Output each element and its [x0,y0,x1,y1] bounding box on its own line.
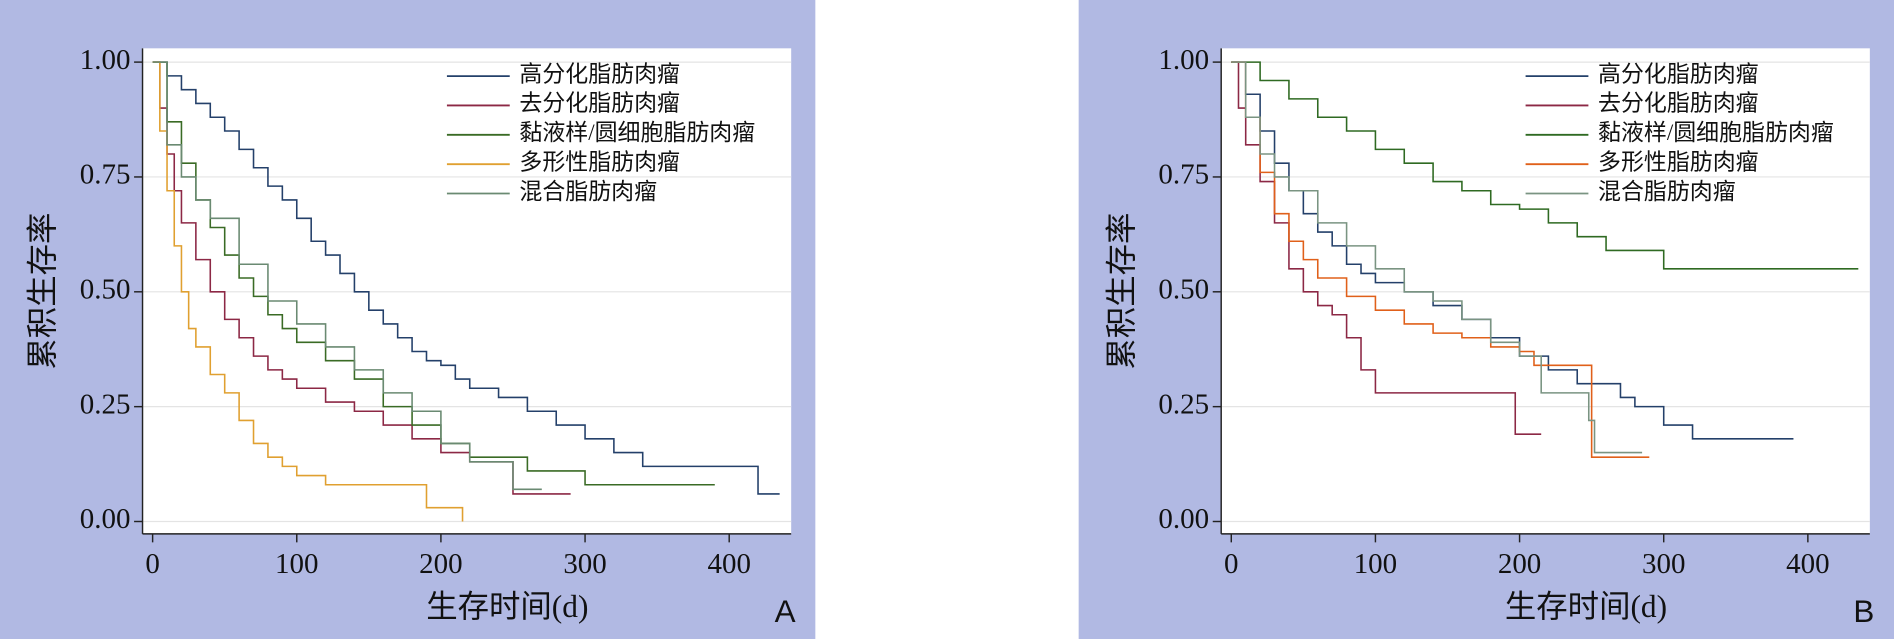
x-tick-label: 400 [707,548,750,580]
survival-curve [152,61,542,491]
y-axis-label: 累积生存率 [1104,213,1139,370]
legend-label: 去分化脂肪肉瘤 [519,91,680,116]
plot-area [1221,48,1870,534]
x-tick-label: 0 [145,548,159,580]
legend-label: 黏液样/圆细胞脂肪肉瘤 [519,120,755,145]
panel-label: A [775,594,796,629]
survival-curve [1231,61,1643,454]
legend-label: 高分化脂肪肉瘤 [1598,61,1759,86]
y-tick-label: 0.00 [80,503,131,535]
y-tick-label: 0.25 [1158,388,1209,420]
legend-label: 多形性脂肪肉瘤 [1598,149,1759,174]
x-axis-label: 生存时间(d) [426,589,588,624]
legend-label: 高分化脂肪肉瘤 [519,61,680,86]
x-tick-label: 0 [1224,548,1238,580]
x-tick-label: 100 [275,548,318,580]
panel: 0.00 0.25 0.50 0.75 1.00 0 100 200 300 400 生存时间(d)… [0,0,816,639]
y-tick-label: 0.50 [80,273,131,305]
survival-curve [152,61,571,495]
y-tick-label: 0.25 [80,388,131,420]
x-tick-label: 200 [419,548,462,580]
x-tick-label: 100 [1354,548,1397,580]
y-tick-label: 0.00 [1158,503,1209,535]
y-tick-label: 0.75 [1158,159,1209,191]
legend-label: 多形性脂肪肉瘤 [519,149,680,174]
survival-curve [1231,61,1859,270]
x-tick-label: 300 [1642,548,1685,580]
y-tick-label: 0.75 [80,159,131,191]
x-tick-label: 200 [1498,548,1541,580]
legend-label: 混合脂肪肉瘤 [519,179,657,204]
survival-curve [1231,61,1542,436]
x-axis-label: 生存时间(d) [1505,589,1667,624]
panel-label: B [1853,594,1874,629]
y-tick-label: 1.00 [1158,44,1209,76]
y-axis-label: 累积生存率 [25,213,60,370]
legend-label: 混合脂肪肉瘤 [1598,179,1736,204]
panel: 0.00 0.25 0.50 0.75 1.00 0 100 200 300 400 生存时间(d)… [1078,0,1894,639]
y-tick-label: 0.50 [1158,273,1209,305]
survival-curve [152,61,780,495]
legend-label: 黏液样/圆细胞脂肪肉瘤 [1598,120,1834,145]
survival-curve [152,61,464,522]
y-tick-label: 1.00 [80,44,131,76]
x-tick-label: 300 [563,548,606,580]
x-tick-label: 400 [1786,548,1829,580]
legend-label: 去分化脂肪肉瘤 [1598,91,1759,116]
